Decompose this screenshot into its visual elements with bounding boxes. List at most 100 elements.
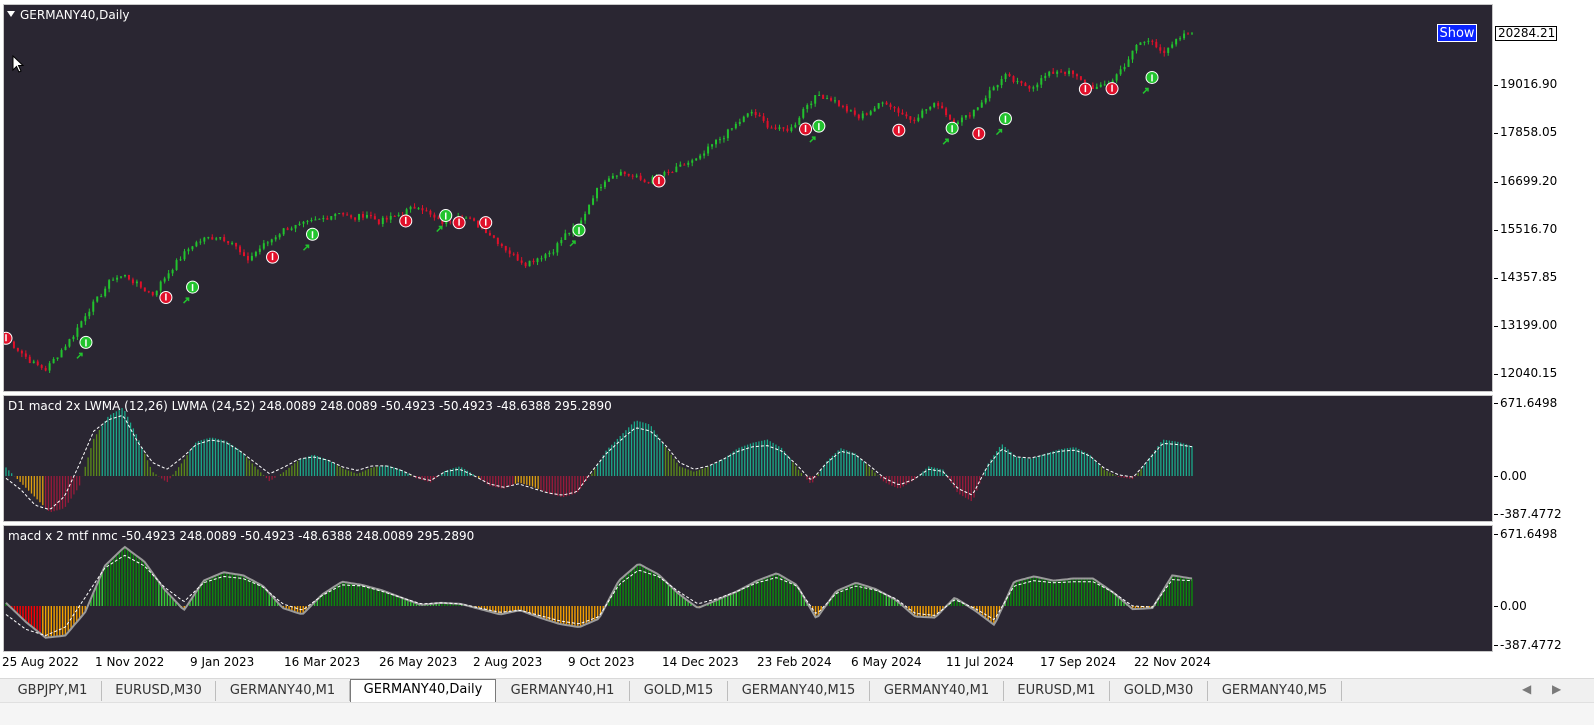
chart-tab[interactable]: GOLD,M30 (1110, 681, 1208, 701)
candle-body (373, 216, 376, 220)
candle-body (925, 109, 928, 111)
chart-tab[interactable]: EURUSD,M30 (102, 681, 216, 701)
macd-mtf-signal-line (5, 554, 1193, 637)
candle-body (1032, 87, 1035, 89)
candle-body (861, 113, 864, 119)
time-label: 14 Dec 2023 (662, 655, 739, 669)
candle-body (588, 204, 591, 214)
macd-mtf-main-line (5, 545, 1193, 639)
chart-tab[interactable]: GERMANY40,M1 (870, 681, 1004, 701)
buy-arrow-icon (942, 138, 949, 145)
candle-body (306, 220, 309, 222)
time-axis[interactable]: 25 Aug 2022 1 Nov 2022 9 Jan 2023 16 Mar… (0, 653, 1494, 671)
chevron-right-icon[interactable]: ▶ (1552, 682, 1562, 696)
show-button[interactable]: Show (1437, 24, 1477, 42)
candle-body (496, 237, 499, 244)
candle-body (227, 241, 230, 244)
candle-body (877, 103, 880, 109)
candle-body (1068, 70, 1071, 74)
candle-body (798, 117, 801, 125)
candle-body (346, 214, 349, 216)
candle-body (465, 217, 468, 219)
candle-body (889, 104, 892, 108)
candle-body (1072, 70, 1075, 75)
sell-signal-icon (4, 331, 13, 345)
candle-body (1099, 84, 1102, 87)
candle-body (44, 367, 47, 371)
macd-d1-canvas[interactable] (4, 396, 1492, 521)
chart-tab[interactable]: EURUSD,M1 (1004, 681, 1110, 701)
candle-body (473, 218, 476, 221)
chart-tab-active[interactable]: GERMANY40,Daily (350, 679, 496, 703)
candle-body (381, 217, 384, 224)
chart-tab[interactable]: GERMANY40,M15 (728, 681, 870, 701)
candle-body (1119, 69, 1122, 75)
candle-body (274, 237, 277, 240)
macd-mtf-pane[interactable]: macd x 2 mtf nmc -50.4923 248.0089 -50.4… (3, 525, 1493, 652)
candle-body (960, 117, 963, 123)
chart-tab[interactable]: GBPJPY,M1 (4, 681, 102, 701)
candle-body (964, 115, 967, 118)
candle-body (885, 102, 888, 105)
macd-d1-pane[interactable]: D1 macd 2x LWMA (12,26) LWMA (24,52) 248… (3, 395, 1493, 522)
candle-body (972, 109, 975, 117)
candle-body (679, 164, 682, 167)
candle-body (385, 217, 388, 220)
candle-body (941, 105, 944, 109)
time-label: 11 Jul 2024 (946, 655, 1014, 669)
price-chart-canvas[interactable] (4, 5, 1492, 391)
buy-arrow-icon (995, 128, 1003, 136)
chart-tab[interactable]: GERMANY40,H1 (496, 681, 630, 701)
candle-body (580, 220, 583, 226)
candle-body (683, 164, 686, 166)
buy-arrow-icon (183, 297, 190, 304)
candle-body (151, 291, 154, 296)
candle-body (830, 98, 833, 101)
candle-body (171, 269, 174, 274)
chevron-left-icon[interactable]: ◀ (1522, 682, 1532, 696)
triangle-down-icon[interactable] (7, 11, 15, 17)
macd-mtf-canvas[interactable] (4, 526, 1492, 651)
candle-body (187, 249, 190, 252)
candle-body (254, 251, 257, 256)
candle-body (1167, 47, 1170, 53)
chart-tab[interactable]: GOLD,M15 (630, 681, 728, 701)
candle-body (1123, 66, 1126, 70)
candle-body (203, 237, 206, 242)
buy-arrow-icon (569, 240, 576, 247)
chart-tab[interactable]: GERMANY40,M5 (1208, 681, 1342, 701)
candle-body (1060, 71, 1063, 73)
price-chart-pane[interactable]: GERMANY40,Daily Show (3, 4, 1493, 392)
candle-body (377, 219, 380, 224)
candle-body (532, 260, 535, 263)
price-label: 17858.05 (1500, 125, 1558, 139)
candle-body (695, 158, 698, 161)
candle-body (211, 237, 214, 240)
candle-body (484, 227, 487, 233)
candle-body (508, 250, 511, 254)
chart-tab[interactable]: GERMANY40,M1 (216, 681, 350, 701)
candle-body (250, 255, 253, 261)
candle-body (913, 119, 916, 121)
candle-body (36, 361, 39, 366)
candle-body (120, 276, 123, 278)
candle-body (822, 94, 825, 99)
candle-body (32, 361, 35, 363)
candle-body (155, 290, 158, 296)
candle-body (949, 115, 952, 120)
candle-body (258, 248, 261, 252)
candle-body (707, 146, 710, 154)
candle-body (953, 119, 956, 125)
candle-body (627, 174, 630, 176)
candle-body (758, 115, 761, 117)
candle-body (1044, 75, 1047, 79)
time-label: 16 Mar 2023 (284, 655, 361, 669)
candle-body (921, 110, 924, 118)
candle-body (869, 111, 872, 115)
time-label: 23 Feb 2024 (757, 655, 832, 669)
candle-body (469, 217, 472, 219)
candle-body (429, 210, 432, 215)
candle-body (365, 214, 368, 218)
candle-body (425, 210, 428, 212)
candle-body (615, 175, 618, 177)
